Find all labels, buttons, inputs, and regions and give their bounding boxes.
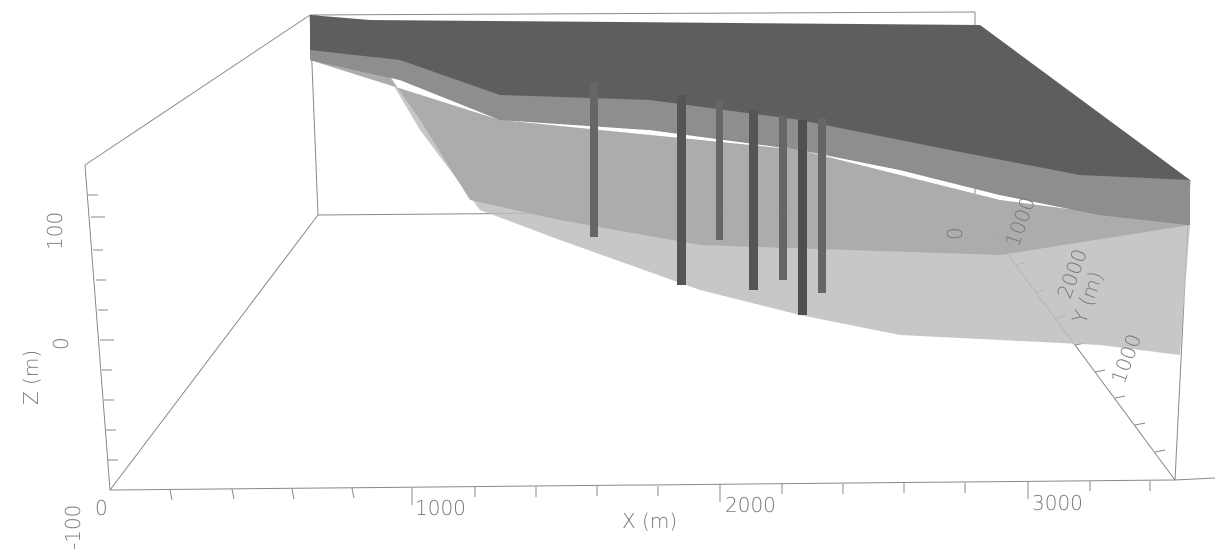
z-tick-label: 100: [43, 212, 67, 250]
x-tick-label: 2000: [725, 493, 776, 517]
x-axis-title: X (m): [622, 509, 677, 533]
page: X (m) 0 1000 2000 3000 Z (m) -100 0 100 …: [0, 0, 1222, 556]
z-tick-label: 0: [49, 337, 73, 350]
y-tick-label: 0: [943, 227, 967, 240]
z-tick-label: -100: [61, 505, 85, 550]
x-tick-label: 3000: [1032, 491, 1083, 515]
scene: X (m) 0 1000 2000 3000 Z (m) -100 0 100 …: [0, 0, 1222, 556]
z-axis-title: Z (m): [19, 350, 43, 405]
x-tick-label: 0: [95, 496, 108, 520]
x-tick-label: 1000: [415, 496, 466, 520]
